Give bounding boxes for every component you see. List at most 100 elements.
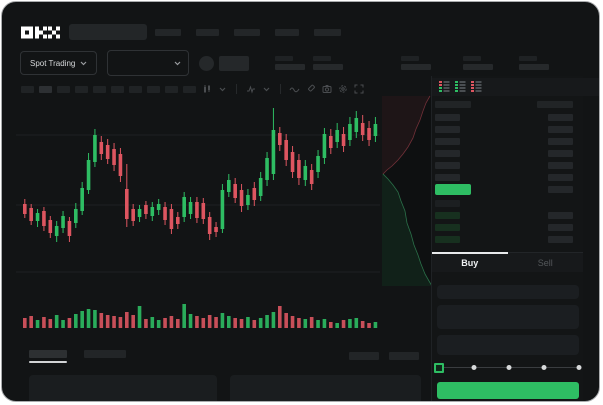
timeframe-button-2[interactable]: [57, 85, 70, 93]
timeframe-button-1[interactable]: [39, 85, 52, 93]
last-price-badge[interactable]: [435, 184, 471, 195]
stat-value: [313, 64, 344, 70]
timeframe-button-6[interactable]: [129, 85, 142, 93]
amount-field[interactable]: [437, 335, 579, 355]
ask-row[interactable]: [435, 138, 573, 145]
settings-icon[interactable]: [337, 84, 348, 95]
timeframe-button-8[interactable]: [165, 85, 178, 93]
coin-avatar[interactable]: [199, 55, 215, 71]
order-type-field[interactable]: [437, 285, 579, 299]
nav-item-3[interactable]: [275, 28, 299, 36]
slider-stop-1[interactable]: [471, 365, 477, 370]
stat-label: [519, 56, 538, 61]
stat-value: [519, 64, 550, 70]
market-type-dropdown[interactable]: Spot Trading: [20, 51, 98, 75]
ask-price-bar: [435, 174, 460, 181]
bid-amount-bar: [548, 236, 573, 243]
slider-handle[interactable]: [434, 363, 444, 373]
pair-title-placeholder[interactable]: [219, 55, 250, 71]
timeframe-button-4[interactable]: [93, 85, 106, 93]
ask-amount-bar: [548, 174, 573, 181]
timeframe-button-5[interactable]: [111, 85, 124, 93]
timeframe-button-7[interactable]: [147, 85, 160, 93]
stat-value: [275, 64, 306, 70]
history-panel: [230, 375, 421, 401]
bid-amount-bar: [548, 224, 573, 231]
bid-price-bar: [435, 200, 460, 207]
market-type-label: Spot Trading: [30, 58, 76, 68]
ticker-stats: [275, 56, 550, 70]
chart-style-icon[interactable]: [201, 84, 212, 95]
trade-panel: Buy Sell: [432, 76, 599, 401]
bid-price-bar: [435, 212, 460, 219]
bottom-bar-button-0[interactable]: [349, 352, 379, 360]
bid-amount-bar: [548, 212, 573, 219]
slider-stop-2[interactable]: [506, 365, 512, 370]
buy-submit-button[interactable]: [437, 382, 579, 399]
slider-stop-4[interactable]: [576, 365, 582, 370]
bid-rows: [435, 200, 573, 248]
ask-row[interactable]: [435, 126, 573, 133]
stat-label: [463, 56, 482, 61]
tab-buy[interactable]: Buy: [432, 252, 508, 272]
ask-amount-bar: [548, 138, 573, 145]
chart-toolbar: [21, 83, 364, 95]
camera-icon[interactable]: [321, 84, 332, 95]
bid-price-bar: [435, 224, 460, 231]
bid-row[interactable]: [435, 236, 573, 243]
orderbook-toolbar: [432, 78, 599, 96]
search-input[interactable]: [69, 24, 147, 40]
ticker-stat-3: [463, 56, 494, 70]
ticker-stat-1: [313, 56, 344, 70]
toolbar-divider: [280, 84, 281, 94]
okx-logo: [21, 26, 60, 39]
price-chart[interactable]: [2, 2, 432, 402]
bid-row[interactable]: [435, 200, 573, 207]
combined-book-icon[interactable]: [439, 81, 450, 93]
fullscreen-icon[interactable]: [353, 84, 364, 95]
slider-stop-3[interactable]: [541, 365, 547, 370]
chevron-down-icon: [174, 61, 181, 65]
ask-row[interactable]: [435, 162, 573, 169]
ask-row[interactable]: [435, 150, 573, 157]
tab-sell[interactable]: Sell: [508, 253, 584, 272]
top-nav: [21, 23, 583, 41]
orderbook-header: [435, 101, 573, 108]
bottom-bar-button-1[interactable]: [389, 352, 419, 360]
orders-panel: [29, 375, 217, 401]
price-field[interactable]: [437, 305, 579, 329]
toolbar-divider: [236, 84, 237, 94]
stat-label: [401, 56, 420, 61]
ask-amount-bar: [548, 150, 573, 157]
indicator-icon[interactable]: [245, 84, 256, 95]
chevron-down-icon: [80, 61, 87, 65]
bid-row[interactable]: [435, 224, 573, 231]
nav-item-1[interactable]: [196, 28, 219, 36]
bottom-tab-1[interactable]: [84, 350, 126, 358]
amount-slider[interactable]: [434, 363, 582, 373]
nav-item-4[interactable]: [314, 28, 341, 36]
bid-row[interactable]: [435, 212, 573, 219]
nav-item-2[interactable]: [234, 28, 260, 36]
pair-dropdown[interactable]: [107, 50, 190, 76]
timeframe-button-9[interactable]: [183, 85, 196, 93]
draw-icon[interactable]: [305, 84, 316, 95]
ask-amount-bar: [548, 162, 573, 169]
chevron-down-icon[interactable]: [217, 84, 228, 95]
ask-row[interactable]: [435, 174, 573, 181]
timeframe-button-0[interactable]: [21, 85, 34, 93]
ask-price-bar: [435, 126, 460, 133]
bottom-tab-0[interactable]: [29, 350, 67, 358]
stat-label: [313, 56, 332, 61]
line-tool-icon[interactable]: [289, 84, 300, 95]
asks-only-icon[interactable]: [471, 81, 482, 93]
bids-only-icon[interactable]: [455, 81, 466, 93]
chevron-down-icon[interactable]: [261, 84, 272, 95]
ask-row[interactable]: [435, 114, 573, 121]
tab-label: Buy: [461, 257, 479, 268]
timeframe-button-3[interactable]: [75, 85, 88, 93]
nav-item-0[interactable]: [155, 28, 181, 36]
stat-value: [401, 64, 432, 70]
ask-amount-bar: [548, 114, 573, 121]
